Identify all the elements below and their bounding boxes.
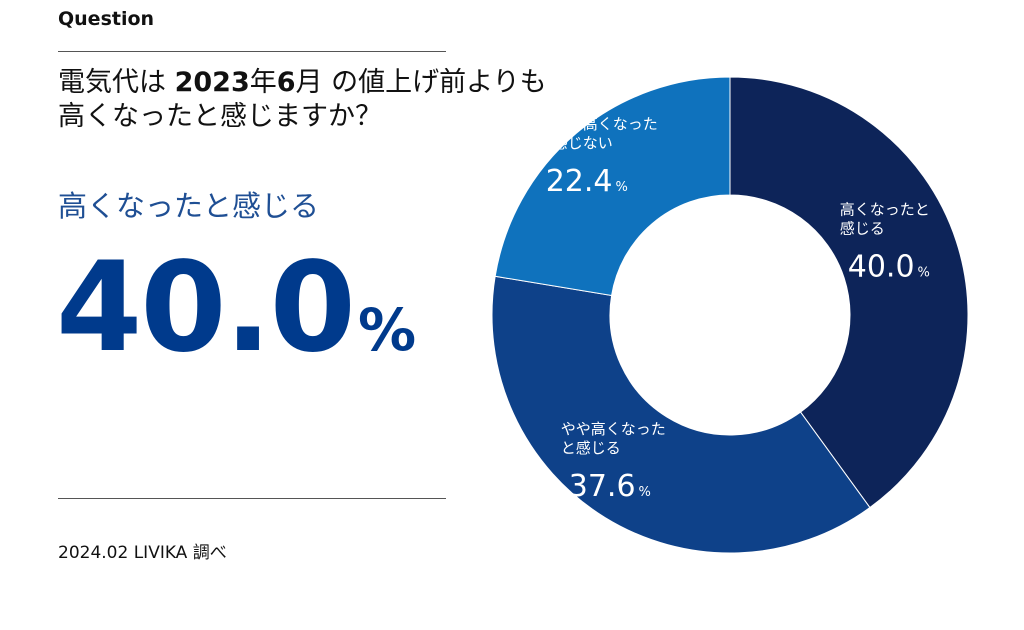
question-pre: 電気代は xyxy=(58,67,175,98)
slice-value-unit: % xyxy=(639,485,651,500)
donut-slice-yaya-takaku xyxy=(491,275,871,554)
question-year-suffix: 年 xyxy=(249,67,277,98)
question-line-1: 電気代は 2023年6月 の値上げ前よりも xyxy=(58,66,618,100)
question-line-2: 高くなったと感じますか？ xyxy=(58,101,382,132)
slice-label-line2: 感じる xyxy=(840,220,885,238)
slice-label-line2: と感じない xyxy=(538,134,613,152)
top-divider xyxy=(58,51,446,52)
highlight-label: 高くなったと感じる xyxy=(58,189,320,223)
question-text: 電気代は 2023年6月 の値上げ前よりも 高くなったと感じますか？ xyxy=(58,66,618,134)
source-note: 2024.02 LIVIKA 調べ xyxy=(58,543,227,563)
bottom-divider xyxy=(58,498,446,499)
slice-value-unit: % xyxy=(616,180,628,195)
donut-slice-amari-takaku xyxy=(494,76,731,297)
slice-label-line1: やや高くなった xyxy=(561,420,666,438)
eyebrow-label: Question xyxy=(58,8,155,30)
slice-label-line2: と感じる xyxy=(561,439,621,457)
slice-label-line1: 高くなったと xyxy=(840,201,930,219)
question-year: 2023 xyxy=(174,67,250,98)
highlight-number: 40.0 xyxy=(56,236,356,380)
question-post: 月 の値上げ前よりも xyxy=(295,67,547,98)
question-month: 6 xyxy=(276,67,296,98)
slice-value-unit: % xyxy=(918,266,930,281)
highlight-value: 40.0% xyxy=(56,236,416,380)
highlight-unit: % xyxy=(357,296,417,364)
slice-label-line1: あまり高くなった xyxy=(538,115,658,133)
donut-slice-takaku-natta xyxy=(729,76,969,509)
